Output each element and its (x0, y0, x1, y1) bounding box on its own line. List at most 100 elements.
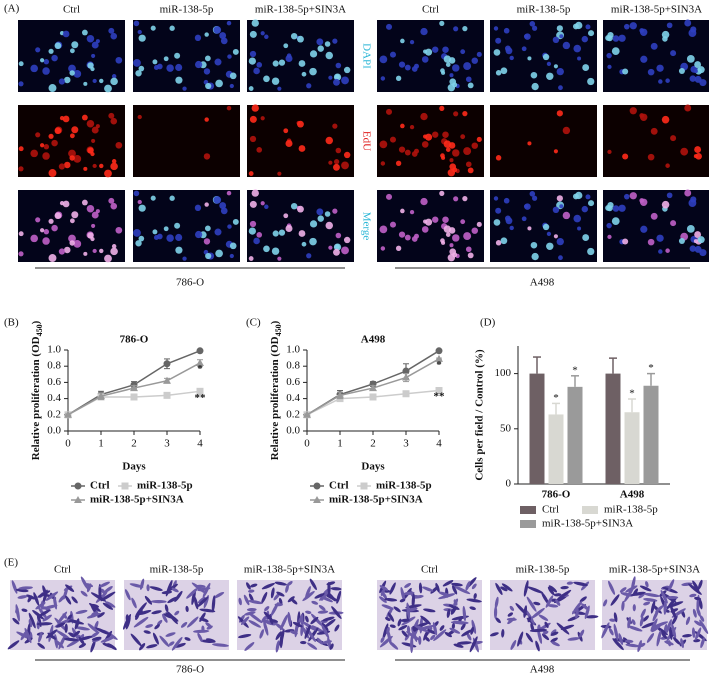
cell (137, 114, 142, 120)
cell (292, 621, 303, 628)
cell (515, 602, 528, 616)
cell (92, 78, 97, 84)
cell (343, 151, 351, 159)
legend-label: Ctrl (329, 480, 349, 492)
cell (562, 41, 571, 50)
marker (196, 347, 204, 355)
cell (104, 169, 112, 178)
cell (43, 229, 50, 235)
cell (607, 64, 612, 69)
cell (138, 204, 146, 212)
cell (110, 32, 118, 40)
cell (406, 625, 411, 634)
cell (199, 608, 216, 613)
cell (133, 20, 140, 27)
image-background (133, 105, 240, 177)
cell (463, 232, 472, 241)
cell (58, 163, 66, 170)
marker (121, 482, 129, 490)
cell (692, 580, 700, 592)
cell (56, 630, 71, 640)
cell (260, 116, 265, 121)
cell (445, 232, 451, 237)
cell (585, 24, 591, 30)
image-background (133, 190, 240, 262)
cell (379, 635, 393, 648)
cell (435, 582, 440, 593)
cell (212, 643, 229, 647)
cell (693, 69, 698, 74)
micrograph (603, 19, 709, 92)
cell (409, 124, 415, 130)
cell (318, 605, 326, 611)
cell (556, 195, 563, 202)
cell (104, 254, 112, 263)
micrograph (133, 105, 240, 177)
cell (400, 123, 405, 129)
cell (308, 627, 319, 642)
cell (90, 631, 100, 638)
cell (125, 616, 131, 630)
column-header: miR-138-5p (150, 564, 204, 576)
cell (587, 247, 595, 256)
cell (37, 590, 51, 598)
y-axis-label-part: Relative proliferation (OD (269, 336, 281, 460)
cell (251, 189, 259, 197)
cell (629, 192, 637, 200)
cell (533, 601, 541, 606)
cell (656, 64, 664, 72)
cell (264, 34, 269, 40)
cell (197, 596, 206, 604)
cell (197, 632, 203, 643)
cell (143, 630, 151, 634)
cell (283, 213, 289, 219)
cell (260, 201, 265, 206)
cell (606, 52, 612, 59)
cell (630, 591, 646, 596)
cell (452, 82, 458, 88)
cell (645, 581, 649, 588)
cell (581, 35, 589, 43)
cell (545, 595, 554, 608)
cell (159, 635, 170, 648)
cell (382, 623, 389, 640)
cell (283, 43, 289, 49)
cell (407, 607, 418, 612)
cell (276, 591, 285, 597)
cell (581, 205, 589, 213)
cell (493, 219, 501, 226)
cell (277, 86, 282, 91)
cell (542, 223, 550, 231)
cell (542, 53, 550, 61)
cell (174, 610, 180, 616)
cell (305, 615, 309, 623)
cell (546, 72, 554, 80)
cell (588, 30, 595, 37)
x-tick-label: 2 (131, 438, 137, 450)
cell (411, 593, 415, 608)
cell (493, 196, 499, 201)
cell (404, 64, 411, 71)
cell (379, 225, 388, 234)
cell (215, 79, 223, 88)
cell (12, 617, 20, 625)
cell (220, 37, 228, 45)
cell (494, 596, 499, 609)
cell (175, 642, 186, 648)
cell (51, 224, 58, 232)
cell (562, 126, 571, 135)
cell (191, 582, 206, 594)
cell (579, 596, 587, 603)
cell (553, 593, 562, 597)
cell (70, 48, 75, 54)
cell (658, 249, 663, 254)
cell (78, 636, 85, 645)
cell (553, 64, 558, 69)
cell (606, 205, 613, 212)
cell (387, 612, 395, 622)
cell (65, 595, 72, 605)
cell (623, 23, 630, 30)
cell (566, 581, 574, 585)
cell (204, 117, 209, 122)
